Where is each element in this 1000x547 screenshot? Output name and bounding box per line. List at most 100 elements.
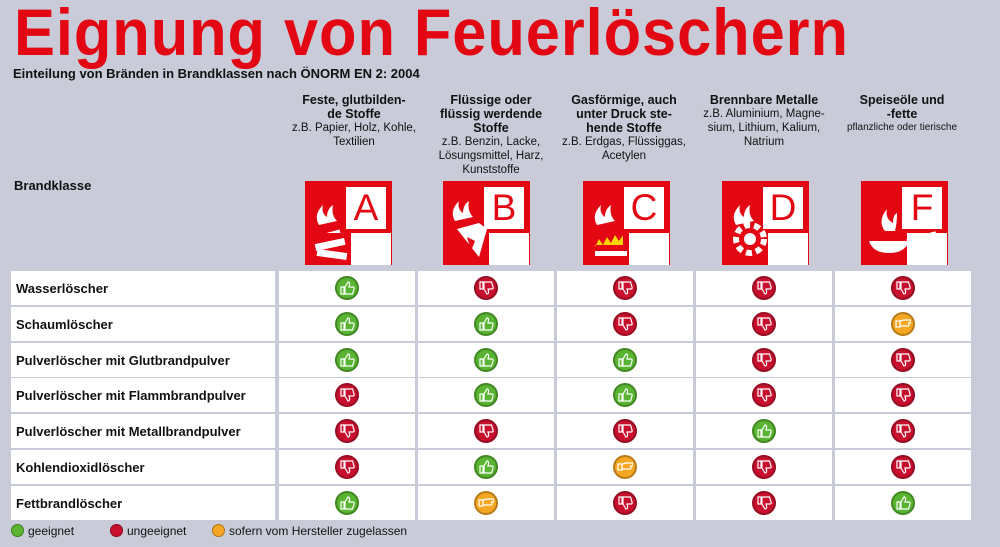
rating-cell-class-f bbox=[835, 450, 971, 484]
class-d-sub-line3: Natrium bbox=[743, 136, 785, 148]
legend-bad-dot bbox=[110, 524, 123, 537]
class-b-letter: B bbox=[491, 187, 517, 228]
class-d-header: Brennbare Metalle z.B. Aluminium, Magne-… bbox=[696, 93, 832, 149]
legend-good-dot bbox=[11, 524, 24, 537]
rating-cell-class-d bbox=[696, 271, 832, 305]
class-b-header: Flüssige oder flüssig werdende Stoffe z.… bbox=[423, 93, 559, 177]
thumbs-down-icon bbox=[752, 311, 776, 336]
table-row: Pulverlöscher mit Flammbrandpulver bbox=[11, 378, 973, 413]
thumbs-up-icon bbox=[474, 311, 498, 336]
class-f-pictogram: F bbox=[861, 181, 948, 265]
rating-cell-class-a bbox=[279, 271, 415, 305]
thumbs-down-icon bbox=[474, 276, 498, 300]
class-f-heading-line1: Speiseöle und bbox=[859, 93, 945, 107]
rating-cell-class-a bbox=[279, 378, 415, 413]
rating-cell-class-d bbox=[696, 378, 832, 413]
class-b-heading-line3: Stoffe bbox=[473, 121, 509, 135]
class-c-sub-line1: z.B. Erdgas, Flüssiggas, bbox=[562, 136, 686, 148]
row-label-cell: Wasserlöscher bbox=[11, 271, 275, 305]
table-row: Kohlendioxidlöscher bbox=[11, 450, 973, 484]
class-c-letter: C bbox=[630, 187, 658, 228]
class-b-pictogram: B bbox=[443, 181, 530, 265]
table-row: Pulverlöscher mit Metallbrandpulver bbox=[11, 414, 973, 449]
rating-cell-class-d bbox=[696, 450, 832, 484]
class-c-heading-line3: hende Stoffe bbox=[586, 121, 662, 135]
thumbs-down-icon bbox=[891, 383, 915, 408]
row-label-cell: Pulverlöscher mit Flammbrandpulver bbox=[11, 378, 275, 413]
rating-cell-class-f bbox=[835, 342, 971, 377]
extinguisher-label: Fettbrandlöscher bbox=[16, 495, 123, 511]
rating-cell-class-a bbox=[279, 450, 415, 484]
rating-cell-class-a bbox=[279, 306, 415, 341]
rating-cell-class-a bbox=[279, 342, 415, 377]
liquid-fire-icon bbox=[449, 201, 529, 265]
thumbs-down-icon bbox=[891, 419, 915, 444]
class-b-sub-line3: Kunststoffe bbox=[462, 164, 520, 176]
rating-cell-class-d bbox=[696, 342, 832, 377]
row-label-cell: Pulverlöscher mit Metallbrandpulver bbox=[11, 414, 275, 449]
class-c-header: Gasförmige, auch unter Druck ste- hende … bbox=[556, 93, 692, 163]
rating-cell-class-c bbox=[557, 342, 693, 377]
class-a-sub-line2: Textilien bbox=[333, 136, 375, 148]
rating-cell-class-a bbox=[279, 485, 415, 520]
class-c-heading-line1: Gasförmige, auch bbox=[571, 93, 677, 107]
table-row: Fettbrandlöscher bbox=[11, 485, 973, 520]
class-f-letter: F bbox=[910, 187, 934, 228]
thumbs-up-icon bbox=[752, 419, 776, 444]
rating-cell-class-c bbox=[557, 485, 693, 520]
thumbs-up-icon bbox=[891, 490, 915, 515]
thumbs-up-icon bbox=[335, 276, 359, 300]
rating-cell-class-f bbox=[835, 414, 971, 449]
rating-cell-class-c bbox=[557, 414, 693, 449]
class-c-pictogram: C bbox=[583, 181, 670, 265]
row-label-cell: Schaumlöscher bbox=[11, 306, 275, 341]
row-label-cell: Kohlendioxidlöscher bbox=[11, 450, 275, 484]
rating-cell-class-b bbox=[418, 485, 554, 520]
thumbs-down-icon bbox=[752, 347, 776, 372]
solid-fire-icon bbox=[311, 205, 391, 265]
thumbs-sideways-icon bbox=[613, 455, 637, 479]
rating-cell-class-b bbox=[418, 378, 554, 413]
class-d-sub-line1: z.B. Aluminium, Magne- bbox=[703, 108, 825, 120]
thumbs-up-icon bbox=[474, 347, 498, 372]
class-f-heading-line2: -fette bbox=[886, 107, 918, 121]
thumbs-sideways-icon bbox=[891, 311, 915, 336]
thumbs-down-icon bbox=[613, 490, 637, 515]
class-a-heading-line2: de Stoffe bbox=[327, 107, 381, 121]
thumbs-down-icon bbox=[752, 276, 776, 300]
thumbs-up-icon bbox=[335, 347, 359, 372]
class-c-heading-line2: unter Druck ste- bbox=[576, 107, 672, 121]
thumbs-up-icon bbox=[474, 383, 498, 408]
rating-cell-class-b bbox=[418, 271, 554, 305]
gas-fire-icon bbox=[589, 205, 669, 265]
rating-cell-class-f bbox=[835, 485, 971, 520]
rating-cell-class-c bbox=[557, 450, 693, 484]
rating-cell-class-d bbox=[696, 306, 832, 341]
thumbs-up-icon bbox=[613, 383, 637, 408]
rating-cell-class-c bbox=[557, 306, 693, 341]
extinguisher-label: Schaumlöscher bbox=[16, 316, 113, 332]
thumbs-down-icon bbox=[891, 455, 915, 479]
legend-good-label: geeignet bbox=[28, 524, 75, 538]
class-b-sub-line2: Lösungsmittel, Harz, bbox=[438, 150, 544, 162]
class-f-header: Speiseöle und -fette pflanzliche oder ti… bbox=[834, 93, 970, 135]
thumbs-up-icon bbox=[335, 490, 359, 515]
rating-cell-class-f bbox=[835, 271, 971, 305]
class-d-sub-line2: sium, Lithium, Kalium, bbox=[707, 122, 821, 134]
pan-fire-icon bbox=[867, 209, 947, 265]
thumbs-sideways-icon bbox=[474, 490, 498, 515]
table-row: Pulverlöscher mit Glutbrandpulver bbox=[11, 342, 973, 377]
thumbs-up-icon bbox=[613, 347, 637, 372]
extinguisher-label: Wasserlöscher bbox=[16, 281, 109, 296]
thumbs-down-icon bbox=[613, 311, 637, 336]
rating-cell-class-f bbox=[835, 306, 971, 341]
class-a-header: Feste, glutbilden- de Stoffe z.B. Papier… bbox=[286, 93, 422, 149]
thumbs-down-icon bbox=[752, 490, 776, 515]
rating-cell-class-c bbox=[557, 378, 693, 413]
thumbs-up-icon bbox=[474, 455, 498, 479]
table-row: Wasserlöscher bbox=[11, 271, 973, 305]
legend-conditional-label: sofern vom Hersteller zugelassen bbox=[229, 524, 408, 538]
rating-cell-class-d bbox=[696, 414, 832, 449]
thumbs-down-icon bbox=[613, 419, 637, 444]
class-d-letter: D bbox=[769, 187, 797, 228]
